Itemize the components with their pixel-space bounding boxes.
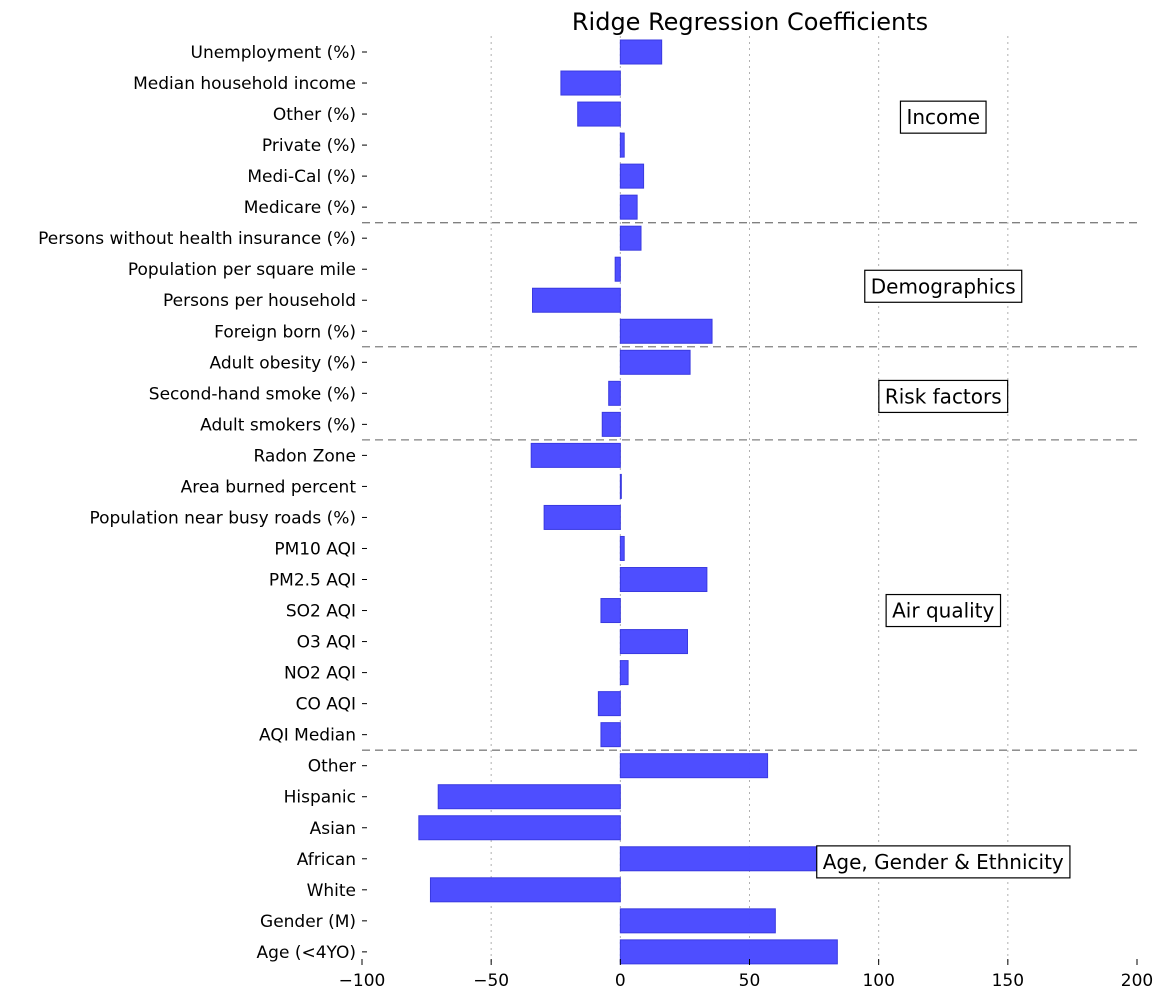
- category-label: Persons without health insurance (%): [38, 229, 356, 249]
- x-tick-label: 0: [615, 971, 626, 991]
- x-axis-ticks: −100 −50 0 50 100 150 200: [339, 959, 1153, 991]
- x-tick-label: 200: [1121, 971, 1153, 991]
- category-label: African: [297, 850, 356, 870]
- category-label: Radon Zone: [253, 446, 356, 466]
- bar: [619, 225, 642, 251]
- group-label-text: Demographics: [871, 274, 1016, 298]
- category-label: Unemployment (%): [191, 43, 357, 63]
- bar: [619, 318, 713, 344]
- group-label-box: Income: [899, 100, 987, 134]
- bar: [601, 411, 621, 437]
- x-tick-label: 100: [862, 971, 894, 991]
- category-label: Age (<4YO): [257, 943, 356, 963]
- group-label-frame: [899, 100, 987, 134]
- bar: [619, 473, 622, 499]
- bar: [619, 39, 663, 65]
- x-tick-label: −50: [473, 971, 509, 991]
- bar: [619, 567, 708, 593]
- bar: [577, 101, 621, 127]
- category-label: Medi-Cal (%): [247, 167, 356, 187]
- bar: [619, 535, 625, 561]
- category-label: SO2 AQI: [286, 602, 356, 622]
- bar: [543, 504, 621, 530]
- bar: [619, 349, 691, 375]
- category-label: NO2 AQI: [284, 664, 356, 684]
- category-label: Population per square mile: [128, 260, 356, 280]
- category-label: Foreign born (%): [214, 322, 356, 342]
- bar: [619, 132, 625, 158]
- category-label: Other: [308, 757, 356, 777]
- category-label: PM2.5 AQI: [269, 571, 356, 591]
- category-label: CO AQI: [296, 695, 356, 715]
- bar: [619, 753, 769, 779]
- bar: [619, 939, 838, 965]
- category-label: O3 AQI: [297, 633, 356, 653]
- bar: [429, 877, 621, 903]
- category-label: Adult obesity (%): [210, 353, 356, 373]
- category-label: Private (%): [262, 136, 356, 156]
- x-tick-label: 50: [739, 971, 761, 991]
- category-label: Median household income: [133, 74, 356, 94]
- category-label: Other (%): [273, 105, 356, 125]
- chart-title: Ridge Regression Coefficients: [572, 8, 928, 36]
- bar: [600, 598, 621, 624]
- bar: [600, 722, 621, 748]
- bar: [619, 163, 645, 189]
- category-label: Hispanic: [284, 788, 356, 808]
- bar: [608, 380, 621, 406]
- category-label: Population near busy roads (%): [89, 508, 356, 528]
- category-label: Second-hand smoke (%): [149, 384, 356, 404]
- category-label: Area burned percent: [181, 477, 357, 497]
- category-label: Gender (M): [260, 912, 356, 932]
- group-labels: Income Demographics Risk factors Air qualit…: [816, 100, 1071, 879]
- category-label: White: [307, 881, 356, 901]
- bar: [437, 784, 621, 810]
- x-tick-label: 150: [992, 971, 1024, 991]
- group-label-frame: [885, 593, 1002, 628]
- group-label-text: Income: [906, 105, 980, 129]
- bar: [418, 815, 621, 841]
- group-label-box: Air quality: [885, 593, 1002, 628]
- category-label: Persons per household: [163, 291, 356, 311]
- category-label: Adult smokers (%): [200, 415, 356, 435]
- bar: [614, 256, 621, 282]
- group-label-frame: [816, 845, 1071, 879]
- bar-layer: [418, 39, 1045, 965]
- category-label: Asian: [310, 819, 356, 839]
- bar: [530, 442, 621, 468]
- category-label: PM10 AQI: [274, 539, 356, 559]
- category-label: AQI Median: [259, 726, 356, 746]
- group-label-text: Age, Gender & Ethnicity: [823, 850, 1064, 874]
- bar: [597, 691, 621, 717]
- grid-layer: [490, 36, 1009, 965]
- group-label-text: Risk factors: [885, 384, 1002, 408]
- category-labels: Unemployment (%) Median household income O…: [38, 43, 367, 963]
- bar: [619, 629, 688, 655]
- group-label-box: Age, Gender & Ethnicity: [816, 845, 1071, 879]
- category-label: Medicare (%): [244, 198, 356, 218]
- x-tick-label: −100: [339, 971, 386, 991]
- group-label-box: Risk factors: [878, 379, 1009, 414]
- bar: [560, 70, 621, 96]
- bar: [619, 660, 629, 686]
- bar: [619, 194, 638, 220]
- bar: [532, 287, 621, 313]
- bar: [619, 908, 776, 934]
- group-label-frame: [878, 379, 1009, 414]
- group-label-text: Air quality: [892, 599, 994, 623]
- group-label-frame: [864, 269, 1023, 303]
- group-label-box: Demographics: [864, 269, 1023, 303]
